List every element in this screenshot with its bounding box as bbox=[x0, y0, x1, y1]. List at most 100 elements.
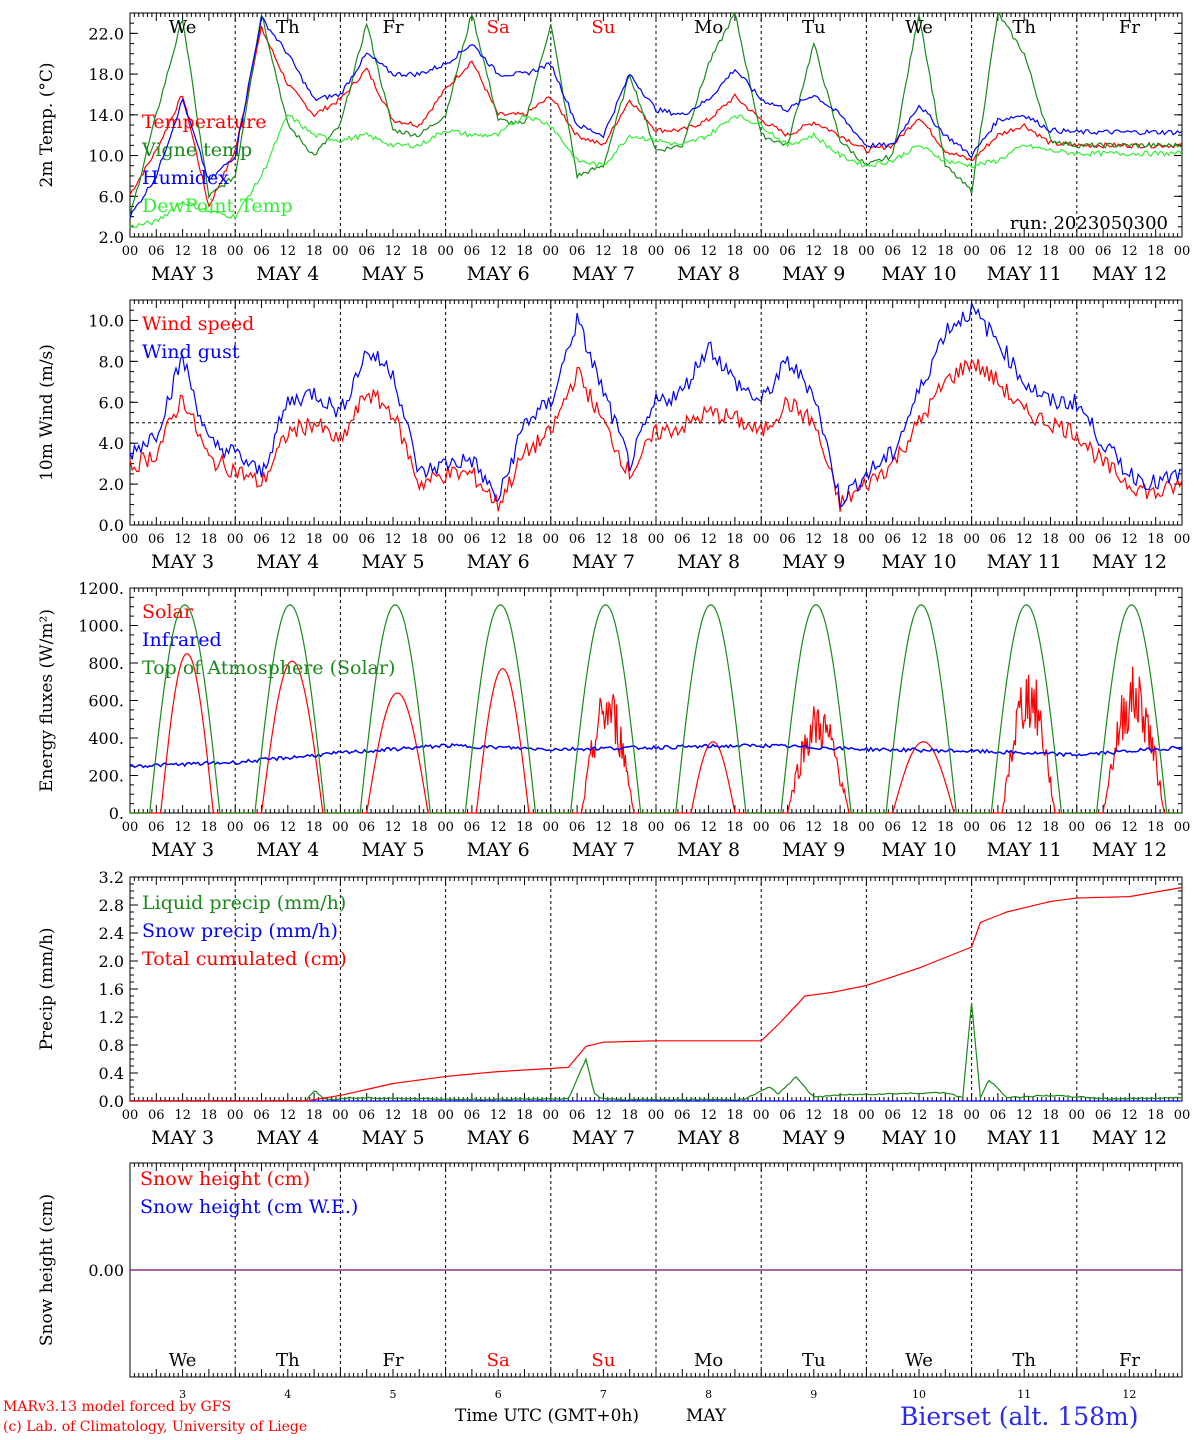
hour-tick-label: 00 bbox=[332, 244, 349, 259]
hour-tick-label: 12 bbox=[1121, 244, 1138, 259]
hour-tick-label: 00 bbox=[963, 532, 980, 547]
date-label: MAY 9 bbox=[782, 551, 845, 573]
series-line-3 bbox=[130, 604, 1181, 814]
hour-tick-label: 12 bbox=[280, 1108, 297, 1123]
hour-tick-label: 12 bbox=[174, 244, 191, 259]
hour-tick-label: 06 bbox=[1095, 244, 1112, 259]
date-label: MAY 12 bbox=[1092, 263, 1167, 285]
time-axis-title: Time UTC (GMT+0h) bbox=[455, 1406, 640, 1426]
series-line-2 bbox=[129, 11, 1183, 218]
weekday-label: Th bbox=[1012, 1350, 1036, 1371]
hour-tick-label: 06 bbox=[569, 820, 586, 835]
run-label: run: 2023050300 bbox=[1010, 213, 1168, 234]
hour-tick-label: 18 bbox=[621, 244, 638, 259]
day-number-label: 3 bbox=[179, 1388, 186, 1401]
hour-tick-label: 18 bbox=[516, 820, 533, 835]
hour-tick-label: 00 bbox=[858, 244, 875, 259]
panel-3: 0. 200. 400. 600. 800. 1000. 1200. Energy fluxe… bbox=[37, 579, 1190, 861]
hour-tick-label: 00 bbox=[437, 532, 454, 547]
date-label: MAY 9 bbox=[782, 1127, 845, 1149]
hour-tick-label: 12 bbox=[595, 1108, 612, 1123]
legend-entry: Solar bbox=[142, 601, 194, 623]
day-number-label: 4 bbox=[284, 1388, 291, 1401]
day-number-label: 5 bbox=[390, 1388, 397, 1401]
hour-tick-label: 18 bbox=[201, 532, 218, 547]
y-axis-label: Energy fluxes (W/m²) bbox=[37, 609, 57, 792]
day-number-label: 9 bbox=[810, 1388, 817, 1401]
hour-tick-label: 00 bbox=[332, 532, 349, 547]
day-number-label: 11 bbox=[1017, 1388, 1031, 1401]
hour-tick-label: 18 bbox=[201, 1108, 218, 1123]
panel-1: 2.0 6.0 10.0 14.0 18.0 22.0 2m Temp. (°C) Tempe… bbox=[37, 11, 1191, 285]
hour-tick-label: 18 bbox=[306, 244, 323, 259]
plot-frame bbox=[129, 299, 1183, 526]
hour-tick-label: 18 bbox=[937, 1108, 954, 1123]
weekday-label: Tu bbox=[802, 17, 826, 38]
hour-tick-label: 00 bbox=[543, 820, 560, 835]
weekday-label: Sa bbox=[487, 1350, 510, 1371]
hour-tick-label: 12 bbox=[490, 820, 507, 835]
legend-entry: Infrared bbox=[142, 629, 222, 651]
y-tick-label: 6.0 bbox=[99, 393, 124, 412]
y-tick-label: 0.0 bbox=[99, 1092, 124, 1111]
legend-entry: Vigne temp bbox=[141, 139, 252, 161]
weekday-label: Th bbox=[276, 1350, 300, 1371]
hour-tick-label: 06 bbox=[253, 532, 270, 547]
date-label: MAY 11 bbox=[987, 263, 1062, 285]
y-tick-label: 3.2 bbox=[99, 868, 124, 887]
hour-tick-label: 18 bbox=[621, 820, 638, 835]
plot-frame bbox=[129, 587, 1183, 814]
y-tick-label: 14.0 bbox=[88, 106, 124, 125]
hour-tick-label: 06 bbox=[884, 532, 901, 547]
hour-tick-label: 18 bbox=[516, 244, 533, 259]
hour-tick-label: 12 bbox=[700, 244, 717, 259]
legend-entry: Liquid precip (mm/h) bbox=[142, 892, 346, 914]
date-label: MAY 7 bbox=[572, 1127, 635, 1149]
legend-entry: Top of Atmosphere (Solar) bbox=[142, 657, 395, 679]
hour-tick-label: 18 bbox=[201, 244, 218, 259]
hour-tick-label: 18 bbox=[411, 820, 428, 835]
hour-tick-label: 06 bbox=[464, 820, 481, 835]
hour-tick-label: 12 bbox=[1121, 1108, 1138, 1123]
hour-tick-label: 12 bbox=[911, 820, 928, 835]
hour-tick-label: 06 bbox=[779, 1108, 796, 1123]
hour-tick-label: 00 bbox=[122, 532, 139, 547]
hour-tick-label: 00 bbox=[332, 820, 349, 835]
hour-tick-label: 00 bbox=[543, 244, 560, 259]
y-tick-label: 2.8 bbox=[99, 896, 124, 915]
date-label: MAY 4 bbox=[256, 839, 319, 861]
y-axis-label: Precip (mm/h) bbox=[37, 927, 57, 1050]
hour-tick-label: 00 bbox=[1069, 532, 1086, 547]
date-label: MAY 7 bbox=[572, 839, 635, 861]
hour-tick-label: 06 bbox=[674, 820, 691, 835]
hour-tick-label: 18 bbox=[411, 532, 428, 547]
hour-tick-label: 12 bbox=[280, 244, 297, 259]
hour-tick-label: 00 bbox=[753, 532, 770, 547]
hour-tick-label: 18 bbox=[516, 532, 533, 547]
hour-tick-label: 00 bbox=[437, 820, 454, 835]
weekday-label: Fr bbox=[1119, 1350, 1140, 1371]
hour-tick-label: 06 bbox=[779, 532, 796, 547]
hour-tick-label: 12 bbox=[700, 532, 717, 547]
weekday-label: Sa bbox=[487, 17, 510, 38]
weekday-label: Su bbox=[591, 17, 615, 38]
hour-tick-label: 18 bbox=[937, 532, 954, 547]
hour-tick-label: 18 bbox=[727, 1108, 744, 1123]
hour-tick-label: 12 bbox=[1016, 1108, 1033, 1123]
hour-tick-label: 12 bbox=[595, 532, 612, 547]
hour-tick-label: 18 bbox=[201, 820, 218, 835]
hour-tick-label: 18 bbox=[1147, 1108, 1164, 1123]
y-tick-label: 0.0 bbox=[99, 516, 124, 535]
date-label: MAY 6 bbox=[467, 551, 530, 573]
date-label: MAY 5 bbox=[361, 263, 424, 285]
y-tick-label: 18.0 bbox=[88, 65, 124, 84]
date-label: MAY 4 bbox=[256, 551, 319, 573]
hour-tick-label: 18 bbox=[516, 1108, 533, 1123]
hour-tick-label: 18 bbox=[1042, 532, 1059, 547]
date-label: MAY 10 bbox=[881, 839, 956, 861]
hour-tick-label: 00 bbox=[1174, 244, 1191, 259]
weekday-label: We bbox=[169, 1350, 197, 1371]
model-credit: MARv3.13 model forced by GFS bbox=[3, 1399, 232, 1415]
y-axis-label: 10m Wind (m/s) bbox=[37, 344, 57, 481]
hour-tick-label: 06 bbox=[1095, 820, 1112, 835]
